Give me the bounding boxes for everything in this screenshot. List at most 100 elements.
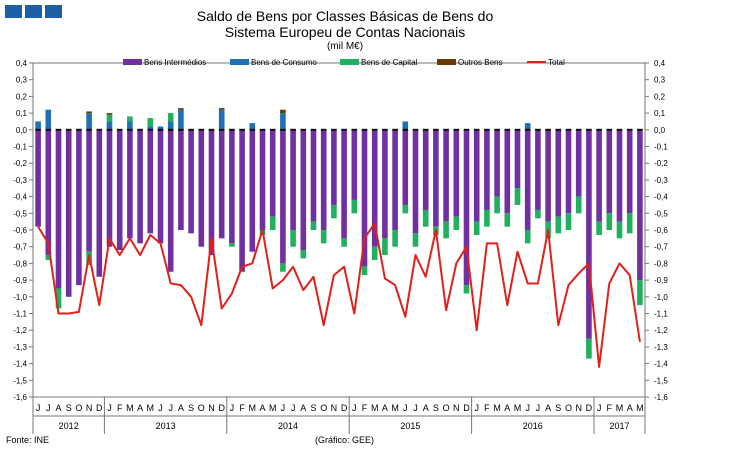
bar-segment: [351, 129, 358, 200]
x-tick-label: J: [536, 403, 541, 413]
zero-marker: [147, 128, 154, 131]
x-tick-label: A: [545, 403, 551, 413]
bar-segment: [596, 129, 602, 222]
x-tick-label: M: [147, 403, 155, 413]
bar-segment: [178, 109, 184, 130]
bar-segment: [45, 255, 52, 261]
zero-marker: [45, 128, 52, 131]
chart-subtitle: Sistema Europeu de Contas Nacionais: [224, 24, 466, 40]
x-tick-label: A: [55, 403, 61, 413]
bar-segment: [229, 243, 235, 247]
bar-segment: [443, 129, 449, 222]
zero-marker: [229, 128, 235, 131]
chart-unit: (mil M€): [326, 41, 364, 52]
bar-segment: [65, 129, 72, 297]
x-tick-label: O: [198, 403, 205, 413]
legend-label: Outros Bens: [458, 58, 502, 67]
zero-marker: [504, 128, 511, 131]
zero-marker: [586, 128, 592, 131]
x-tick-label: A: [178, 403, 184, 413]
zero-marker: [606, 128, 613, 131]
plot-area: [32, 62, 646, 398]
x-tick-label: N: [331, 403, 338, 413]
bar-segment: [341, 238, 347, 247]
bar-segment: [269, 129, 276, 217]
bar-segment: [473, 129, 480, 222]
x-tick-label: J: [107, 403, 112, 413]
bar-segment: [178, 108, 184, 110]
x-tick-label: J: [281, 403, 286, 413]
y-tick-label-left: -1,3: [13, 343, 27, 352]
x-tick-label: J: [230, 403, 235, 413]
x-tick-label: M: [616, 403, 624, 413]
bar-segment: [626, 129, 633, 214]
y-tick-label-left: -0,7: [13, 243, 27, 252]
y-tick-label-left: -0,3: [13, 176, 27, 185]
zero-marker: [178, 128, 184, 131]
bar-segment: [157, 129, 164, 244]
x-tick-label: D: [218, 403, 225, 413]
x-tick-label: F: [607, 403, 613, 413]
zero-marker: [341, 128, 347, 131]
zero-marker: [575, 128, 582, 131]
bar-segment: [45, 109, 52, 130]
y-tick-label-left: -1,2: [13, 326, 27, 335]
zero-marker: [453, 128, 460, 131]
bar-segment: [320, 129, 327, 230]
zero-marker: [300, 128, 307, 131]
y-tick-label-left: -0,6: [13, 226, 27, 235]
zero-marker: [290, 128, 296, 131]
bar-segment: [198, 129, 205, 247]
x-tick-label: S: [66, 403, 72, 413]
y-tick-label-left: -0,4: [13, 193, 27, 202]
x-tick-label: A: [423, 403, 429, 413]
zero-marker: [616, 128, 623, 131]
y-tick-label-left: -1,1: [13, 310, 27, 319]
bar-segment: [412, 233, 419, 247]
bar-segment: [280, 129, 286, 264]
x-tick-label: M: [249, 403, 257, 413]
zero-marker: [433, 128, 439, 131]
bar-segment: [290, 230, 296, 247]
bar-segment: [127, 116, 133, 122]
zero-marker: [443, 128, 449, 131]
bar-segment: [524, 230, 531, 244]
chart-credit: (Gráfico: GEE): [315, 435, 375, 445]
x-tick-label: J: [403, 403, 408, 413]
x-tick-label: N: [86, 403, 93, 413]
zero-marker: [269, 128, 276, 131]
y-tick-label-right: -0,1: [654, 143, 668, 152]
x-tick-label: S: [433, 403, 439, 413]
bar-segment: [524, 123, 531, 130]
zero-marker: [65, 128, 72, 131]
x-tick-label: F: [362, 403, 368, 413]
bar-segment: [586, 129, 592, 339]
bar-segment: [382, 129, 388, 239]
bar-segment: [402, 204, 409, 214]
x-tick-label: A: [300, 403, 306, 413]
bar-segment: [586, 338, 592, 359]
bar-segment: [178, 129, 184, 230]
y-tick-label-right: 0,1: [654, 109, 666, 118]
bar-segment: [35, 129, 41, 227]
y-tick-label-right: -1,2: [654, 326, 668, 335]
legend-label: Total: [548, 58, 565, 67]
chart-title: Saldo de Bens por Classes Básicas de Ben…: [196, 8, 494, 24]
y-tick-label-right: -0,9: [654, 276, 668, 285]
bar-segment: [433, 129, 439, 227]
x-tick-label: J: [525, 403, 530, 413]
y-tick-label-right: -0,7: [654, 243, 668, 252]
x-tick-label: J: [36, 403, 41, 413]
bar-segment: [514, 188, 521, 205]
bar-segment: [371, 246, 378, 261]
x-tick-label: F: [239, 403, 245, 413]
bar-segment: [280, 113, 286, 130]
bar-segment: [76, 129, 82, 286]
zero-marker: [535, 128, 541, 131]
bar-segment: [514, 129, 521, 189]
zero-marker: [218, 128, 225, 131]
logo-block: [25, 5, 42, 18]
y-tick-label-left: -0,2: [13, 159, 27, 168]
bar-segment: [535, 209, 541, 219]
bar-segment: [208, 129, 215, 256]
